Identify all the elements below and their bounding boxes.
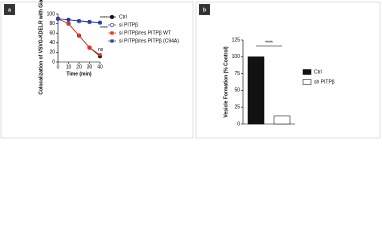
bar bbox=[273, 115, 291, 125]
marker bbox=[98, 53, 102, 57]
annotation: **** bbox=[265, 40, 273, 46]
marker bbox=[77, 19, 81, 23]
marker bbox=[77, 34, 81, 38]
x-tick-label: 20 bbox=[76, 64, 82, 70]
panel-label: a bbox=[8, 7, 11, 13]
y-tick-label: 125 bbox=[232, 37, 241, 43]
bar bbox=[247, 56, 265, 125]
marker bbox=[98, 21, 102, 25]
legend-label: Ctrl bbox=[119, 14, 127, 20]
x-tick-label: 40 bbox=[97, 64, 103, 70]
x-axis-label: Time (min) bbox=[66, 71, 92, 77]
y-tick-label: 100 bbox=[232, 54, 241, 60]
y-tick-label: 75 bbox=[234, 71, 240, 77]
y-tick-label: 60 bbox=[49, 31, 55, 37]
annotation: ns bbox=[98, 47, 104, 53]
y-tick-label: 0 bbox=[52, 59, 55, 65]
y-axis-label: Colocalization of VSVG-KDELR with Gianti… bbox=[38, 0, 44, 95]
annotation: **** bbox=[100, 16, 108, 22]
legend-label: sh PITPβ bbox=[314, 79, 335, 85]
legend-marker bbox=[110, 22, 115, 27]
annotation: **** bbox=[100, 26, 108, 32]
legend-swatch bbox=[302, 79, 312, 85]
y-tick-label: 0 bbox=[237, 121, 240, 127]
y-tick-label: 20 bbox=[49, 50, 55, 56]
legend-label: si PITPβ bbox=[119, 22, 138, 28]
legend-label: si PITPβ/res PITPβ WT bbox=[119, 30, 171, 36]
panel-label-box bbox=[199, 4, 210, 15]
y-axis-label: Vesicle Formation (% Control) bbox=[223, 46, 229, 117]
legend-marker bbox=[110, 31, 114, 35]
panel-a-frame bbox=[0, 1, 194, 139]
legend-marker bbox=[110, 39, 114, 43]
marker bbox=[87, 20, 92, 24]
panel-label: b bbox=[203, 7, 206, 13]
x-tick-label: 30 bbox=[87, 64, 93, 70]
legend-swatch bbox=[302, 69, 312, 75]
y-tick-label: 50 bbox=[234, 88, 240, 94]
legend-marker bbox=[110, 15, 115, 20]
y-tick-label: 80 bbox=[49, 21, 55, 27]
marker bbox=[66, 22, 71, 26]
marker bbox=[66, 18, 71, 22]
legend-label: si PITPβ/res PITPβ (C94A) bbox=[119, 38, 179, 44]
x-tick-label: 10 bbox=[66, 64, 72, 70]
marker bbox=[56, 17, 60, 21]
x-tick-label: 0 bbox=[57, 64, 60, 70]
panel-b-frame bbox=[195, 1, 381, 139]
panel-label-box bbox=[4, 4, 15, 15]
y-tick-label: 40 bbox=[49, 40, 55, 46]
y-tick-label: 25 bbox=[234, 105, 240, 111]
marker bbox=[87, 46, 92, 50]
legend-label: Ctrl bbox=[314, 69, 322, 75]
y-tick-label: 100 bbox=[47, 11, 56, 17]
